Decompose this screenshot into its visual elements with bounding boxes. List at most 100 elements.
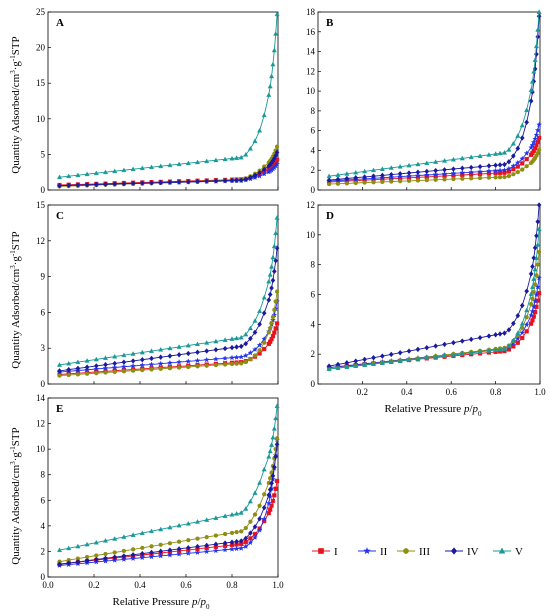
y-tick-label: 10 — [306, 230, 316, 240]
data-point — [66, 372, 71, 378]
data-point — [335, 181, 341, 186]
data-point — [158, 354, 164, 361]
legend: I II III IV V — [312, 546, 523, 558]
data-point — [511, 172, 516, 177]
data-point — [186, 364, 191, 370]
plot-frame — [47, 204, 279, 385]
data-point — [149, 180, 154, 186]
data-point — [252, 534, 258, 541]
data-point — [531, 276, 537, 281]
data-point — [102, 169, 109, 175]
data-point — [75, 372, 81, 377]
data-point — [75, 543, 81, 549]
data-point — [261, 294, 267, 300]
data-point — [238, 177, 244, 183]
data-point — [520, 161, 525, 166]
data-point — [502, 330, 507, 336]
data-point — [158, 548, 164, 555]
data-point — [536, 147, 542, 153]
data-point — [497, 331, 503, 337]
data-point — [176, 359, 182, 365]
data-point — [75, 559, 81, 565]
data-point — [261, 166, 267, 173]
data-point — [84, 182, 90, 188]
data-point — [261, 504, 267, 511]
data-point — [252, 138, 258, 143]
data-point — [243, 359, 248, 365]
data-point — [148, 528, 155, 534]
data-point — [262, 346, 267, 352]
data-point — [442, 167, 447, 173]
data-point — [536, 202, 542, 208]
data-point — [176, 365, 182, 370]
data-point — [84, 371, 90, 376]
data-point — [269, 480, 274, 487]
data-point — [243, 331, 249, 337]
data-point — [388, 359, 394, 364]
data-point — [529, 308, 536, 314]
data-point — [459, 155, 465, 161]
data-point — [234, 344, 239, 350]
data-point — [388, 351, 394, 358]
x-tick-label: 1.0 — [534, 387, 546, 397]
data-point — [270, 334, 276, 339]
series-line — [59, 438, 278, 563]
data-point — [56, 362, 63, 367]
data-point — [536, 226, 542, 231]
data-point — [130, 351, 136, 356]
data-point — [362, 180, 367, 185]
data-point — [213, 533, 219, 538]
data-point — [57, 373, 62, 378]
data-point — [433, 343, 439, 349]
y-tick-label: 0 — [41, 185, 46, 195]
data-point — [273, 299, 278, 304]
y-tick-label: 2 — [311, 349, 316, 359]
data-point — [252, 512, 258, 517]
data-point — [273, 453, 279, 460]
data-point — [247, 498, 253, 504]
data-point — [493, 347, 499, 352]
data-point — [248, 356, 253, 362]
data-point — [397, 358, 403, 363]
data-point — [204, 348, 210, 354]
data-point — [267, 291, 273, 298]
data-point — [270, 254, 276, 260]
data-point — [528, 271, 534, 277]
data-point — [176, 351, 182, 358]
data-point — [344, 364, 350, 369]
x-tick-label: 0.4 — [401, 387, 413, 397]
data-point — [121, 369, 127, 374]
data-point — [326, 177, 332, 183]
data-point — [213, 362, 219, 368]
data-point — [335, 176, 341, 183]
data-point — [112, 369, 117, 375]
data-point — [222, 337, 228, 342]
data-point — [66, 560, 72, 566]
data-point — [460, 176, 465, 181]
data-point — [459, 351, 465, 356]
data-point — [362, 174, 367, 180]
data-point — [203, 548, 210, 555]
data-point — [243, 525, 248, 531]
data-point — [371, 180, 376, 185]
data-point — [433, 177, 438, 182]
data-point — [139, 530, 145, 536]
data-point — [194, 159, 201, 165]
panel-d: 0 2 4 6 8 10 12 0.2 0.4 0.6 0.8 1.0 D — [306, 200, 546, 397]
data-point — [252, 346, 258, 353]
data-point — [424, 344, 430, 351]
data-point — [536, 121, 542, 128]
data-point — [265, 500, 272, 506]
data-point — [269, 503, 274, 508]
data-point — [248, 519, 253, 524]
data-point — [257, 170, 262, 176]
data-point — [272, 330, 277, 335]
series-line — [59, 217, 278, 366]
data-point — [75, 172, 81, 178]
data-point — [257, 503, 262, 508]
data-point — [388, 165, 394, 170]
data-point — [186, 538, 191, 543]
data-point — [497, 150, 503, 156]
data-point — [274, 149, 280, 156]
y-tick-label: 25 — [36, 7, 46, 17]
